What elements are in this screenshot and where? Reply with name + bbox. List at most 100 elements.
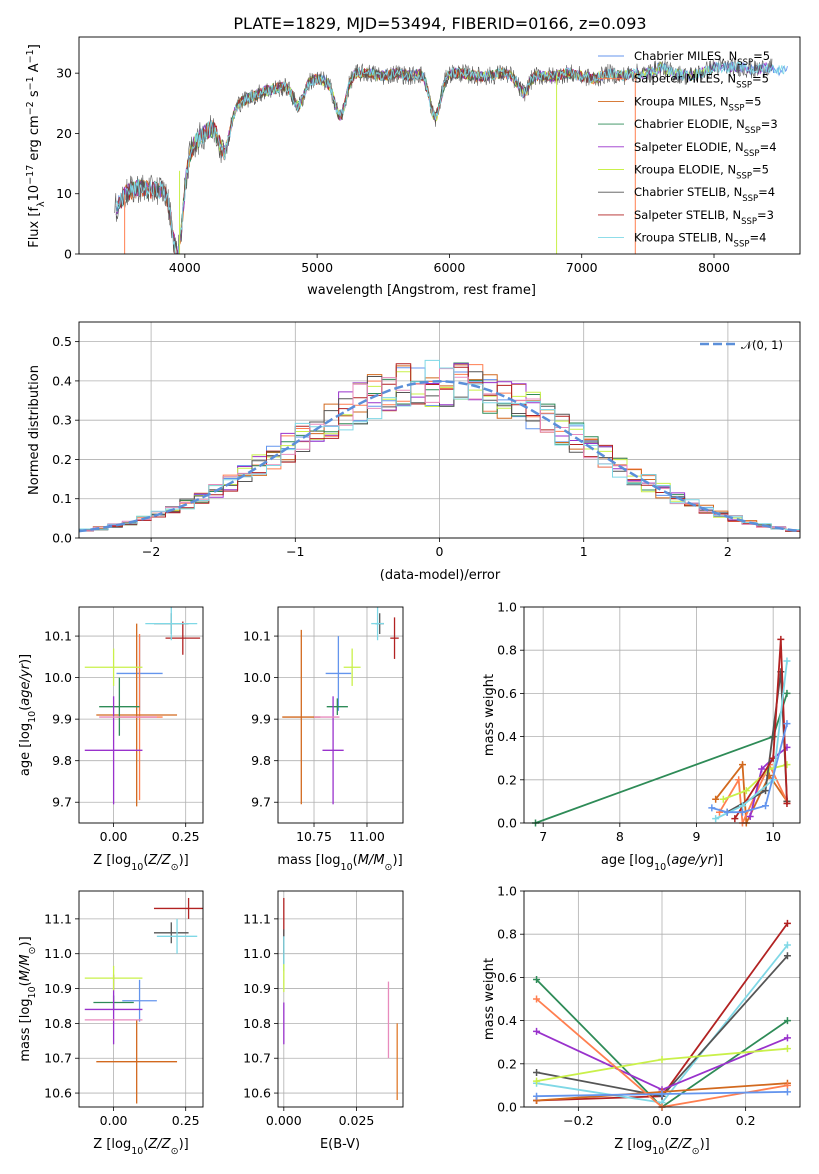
plot-area [84, 897, 203, 1104]
axis-label-part: )] [179, 1137, 189, 1152]
x-axis-label: Z [log10(Z/Z⊙)] [93, 1137, 188, 1157]
y-axis-label: age [log10(age/yr)] [18, 654, 38, 776]
weight-point-marker [777, 635, 785, 643]
spectrum-line-4 [115, 61, 774, 254]
axis-label-part: ( [18, 981, 33, 986]
weight-point-marker [783, 800, 791, 808]
legend-entry: Kroupa STELIB, NSSP=4 [634, 231, 766, 250]
axis-label-part: ⊙ [385, 862, 393, 873]
plot-area [79, 359, 800, 534]
axis-label-part: −17 [25, 165, 36, 185]
weight-point-marker [783, 657, 791, 665]
weight-point-marker [658, 1090, 666, 1098]
y-tick-label: 10.6 [44, 1086, 72, 1101]
axes-frame [78, 890, 204, 1108]
y-tick-label: 10.0 [243, 670, 271, 685]
axis-label-part: −2 [25, 101, 36, 115]
legend-text: =4 [760, 140, 777, 154]
x-tick-label: 0.000 [266, 1113, 302, 1128]
legend-sub: SSP [729, 103, 745, 113]
x-tick-label: 0.0 [652, 1113, 672, 1128]
weight-point-marker [783, 689, 791, 697]
legend-text: =5 [744, 94, 761, 108]
weight-point-marker [708, 804, 716, 812]
legend-sub: SSP [741, 217, 757, 227]
axes-frame [78, 606, 204, 824]
y-tick-label: 1.0 [497, 884, 517, 899]
y-tick-label: 10.8 [243, 1016, 271, 1031]
x-tick-label: 11.00 [349, 829, 385, 844]
axis-label-part: 10 [27, 711, 38, 723]
y-tick-label: 10.6 [243, 1086, 271, 1101]
axis-label-part: λ [36, 201, 47, 207]
y-tick-label: 10.7 [243, 1051, 271, 1066]
y-tick-label: 0.6 [497, 970, 517, 985]
legend-sub: SSP [742, 194, 758, 204]
x-tick-label: 6000 [434, 260, 466, 275]
y-tick-label: 11.0 [243, 946, 271, 961]
plot-area [533, 919, 791, 1111]
spectrum-line-0 [115, 61, 788, 254]
weight-point-marker [533, 1077, 541, 1085]
axis-label-part: )] [179, 853, 189, 868]
legend-text: Kroupa STELIB, N [634, 231, 734, 245]
y-tick-label: 0.4 [52, 373, 72, 388]
axes-frame [277, 606, 404, 824]
legend-text: =4 [758, 185, 775, 199]
axis-label-part: 10 [27, 986, 38, 998]
axis-label-part: −1 [25, 76, 36, 90]
y-tick-label: 30 [56, 66, 72, 81]
weight-point-marker [533, 976, 541, 984]
x-tick-label: 4000 [169, 260, 201, 275]
axis-label-part: ⊙ [692, 1146, 700, 1157]
axis-label-part: ⊙ [171, 1146, 179, 1157]
axis-label-part: A [27, 63, 42, 76]
x-tick-label: 9 [693, 829, 701, 844]
axis-label-part: 10 [131, 862, 143, 873]
x-tick-label: 0.25 [172, 829, 200, 844]
legend-sub: SSP [745, 126, 761, 136]
axes-frame [277, 890, 404, 1108]
axis-label-part: Z [log [93, 1137, 131, 1152]
axis-label-part: Z [log [93, 853, 131, 868]
axis-label-part: mass [log [18, 998, 33, 1061]
axis-label-part: −1 [25, 49, 36, 63]
weight-series-line [734, 639, 788, 820]
y-axis-label: mass weight [482, 958, 497, 1040]
y-tick-label: 9.7 [251, 795, 271, 810]
legend-text: Salpeter ELODIE, N [634, 140, 744, 154]
legend-sub: SSP [737, 58, 753, 68]
axis-label-part: )] [18, 936, 33, 946]
weight-point-marker [533, 1027, 541, 1035]
axis-label-part: 10 [341, 862, 353, 873]
weight-point-marker [533, 1068, 541, 1076]
weight-point-marker [723, 808, 731, 816]
axis-label-part: ( [666, 853, 671, 868]
axis-label-part: age [log [601, 853, 654, 868]
axis-label-part: ( [18, 706, 33, 711]
y-tick-label: 10.9 [243, 981, 271, 996]
y-tick-label: 9.9 [52, 712, 72, 727]
y-tick-label: 9.9 [251, 712, 271, 727]
y-tick-label: 0.0 [497, 1100, 517, 1115]
weight-point-marker [712, 795, 720, 803]
spectrum-panel: 4000 5000 6000 7000 8000 0 10 20 30 wavelength [A… [25, 36, 801, 298]
x-tick-label: 7000 [566, 260, 598, 275]
axis-label-part: ⊙ [27, 947, 38, 955]
x-tick-label: 0.2 [736, 1113, 756, 1128]
axis-label-part: M/M [358, 853, 385, 868]
weight-series-line [715, 660, 788, 820]
axis-label-part: 10 [654, 862, 666, 873]
y-tick-label: 10.9 [44, 981, 72, 996]
x-tick-label: 8 [616, 829, 624, 844]
axis-label-part: Z/Z [147, 1137, 171, 1152]
mass-vs-ebv-panel: 0.000 0.025 10.6 10.7 10.8 10.9 11.0 11.1 E(B-V) [243, 890, 404, 1152]
legend-entry: 𝒩(0, 1) [741, 338, 783, 352]
weight-series-line [722, 763, 788, 801]
y-tick-label: 0.1 [52, 491, 72, 506]
legend-entry: Chabrier ELODIE, NSSP=3 [634, 117, 778, 136]
y-tick-label: 10 [56, 186, 72, 201]
x-tick-label: 10 [765, 829, 781, 844]
y-tick-label: 10.7 [44, 1051, 72, 1066]
